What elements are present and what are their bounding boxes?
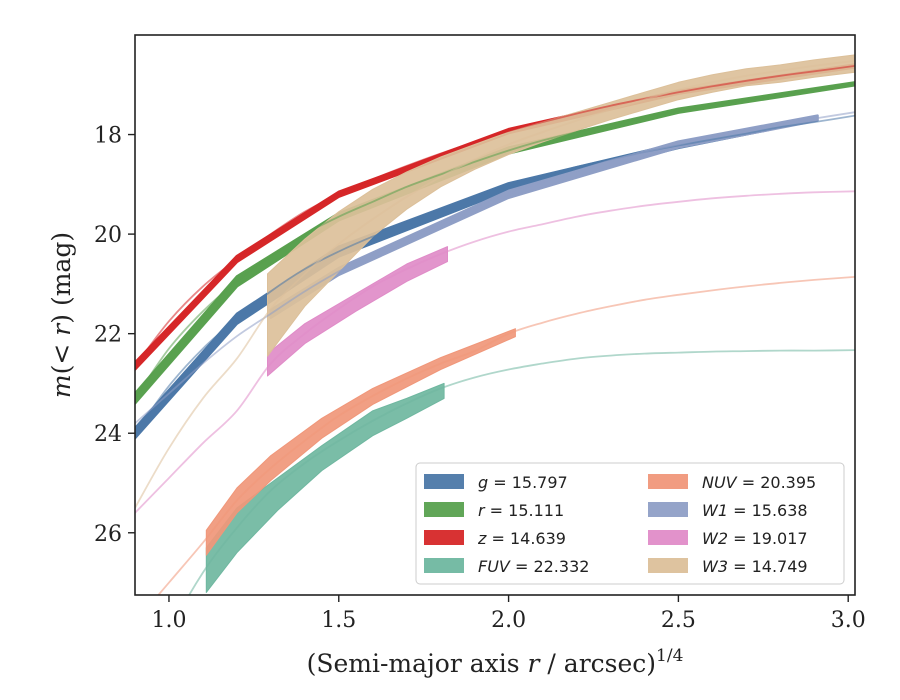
legend-swatch — [648, 502, 688, 517]
legend-item-nuv: NUV = 20.395 — [648, 473, 816, 492]
plot-frame — [134, 34, 856, 596]
legend-swatch — [424, 530, 464, 545]
legend-label: W2 = 19.017 — [702, 529, 808, 548]
legend-item-w2: W2 = 19.017 — [648, 529, 808, 548]
legend-label: W1 = 15.638 — [702, 501, 808, 520]
y-tick-label: 20 — [94, 223, 122, 248]
x-tick-label: 1.0 — [151, 608, 186, 633]
legend-swatch — [424, 558, 464, 573]
bands-layer — [135, 54, 855, 593]
curve-w1 — [135, 111, 855, 424]
x-tick-label: 1.5 — [321, 608, 356, 633]
x-tick-label: 3.0 — [831, 608, 866, 633]
legend-label: r = 15.111 — [478, 501, 564, 520]
y-axis-label: m(< r) (mag) — [47, 232, 76, 398]
curve-fuv — [188, 349, 855, 595]
curve-z — [135, 65, 855, 367]
curve-g — [135, 114, 855, 434]
legend-frame — [415, 462, 845, 585]
legend-label: z = 14.639 — [477, 529, 566, 548]
legend-item-g: g = 15.797 — [424, 473, 568, 492]
legend-swatch — [648, 558, 688, 573]
x-tick-label: 2.5 — [661, 608, 696, 633]
y-tick-label: 18 — [94, 124, 122, 149]
legend-swatch — [648, 474, 688, 489]
legend-label: W3 = 14.749 — [702, 557, 808, 576]
band-fuv — [205, 382, 445, 593]
legend-label: NUV = 20.395 — [702, 473, 816, 492]
x-axis: 1.0 1.5 2.0 2.5 3.0 — [151, 595, 866, 633]
x-axis-label: (Semi-major axis r / arcsec)1/4 — [307, 646, 684, 678]
legend-item-w3: W3 = 14.749 — [648, 557, 808, 576]
legend-swatch — [648, 530, 688, 545]
y-axis: 18 20 22 24 26 — [94, 124, 135, 547]
band-nuv — [205, 328, 516, 556]
curve-r — [135, 82, 855, 399]
band-w2 — [267, 246, 448, 377]
legend-label: g = 15.797 — [478, 473, 568, 492]
y-tick-label: 22 — [94, 323, 122, 348]
legend-item-r: r = 15.111 — [424, 501, 564, 520]
legend: g = 15.797 r = 15.111 z = 14.639 FUV = 22.3… — [415, 462, 845, 585]
curves-layer — [135, 60, 855, 595]
curve-w3 — [135, 60, 855, 509]
y-tick-label: 26 — [94, 522, 122, 547]
legend-swatch — [424, 474, 464, 489]
curve-nuv — [157, 276, 855, 595]
legend-item-z: z = 14.639 — [424, 529, 566, 548]
legend-swatch — [424, 502, 464, 517]
band-z — [135, 63, 855, 371]
curve-w2 — [135, 190, 855, 514]
legend-item-fuv: FUV = 22.332 — [424, 557, 589, 576]
x-tick-label: 2.0 — [491, 608, 526, 633]
legend-label: FUV = 22.332 — [478, 557, 589, 576]
band-w3 — [267, 54, 855, 357]
legend-item-w1: W1 = 15.638 — [648, 501, 808, 520]
y-tick-label: 24 — [94, 422, 122, 447]
